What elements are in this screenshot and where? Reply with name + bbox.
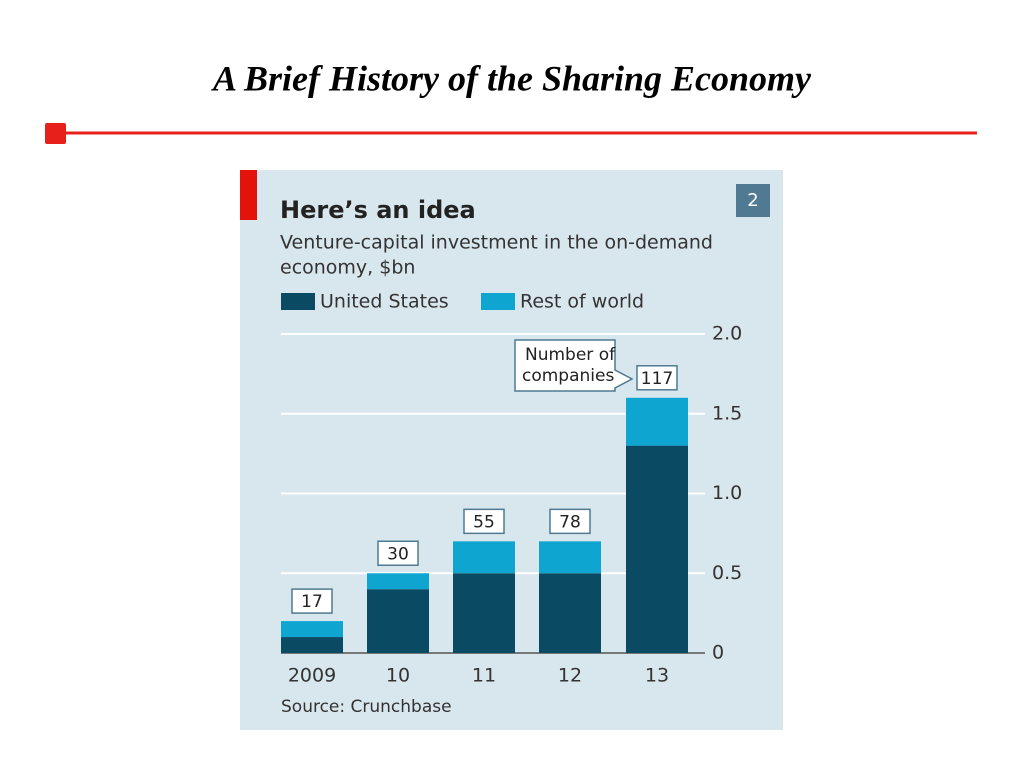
badge-text: 2 [747,190,758,211]
x-tick-label: 2009 [288,665,336,687]
annotation-box [514,339,634,392]
count-box [377,540,419,566]
badge [736,184,770,217]
count-box [636,365,678,391]
count-label: 17 [301,592,323,612]
y-tick-label: 1.0 [712,482,742,504]
count-box [291,588,333,614]
title-marker [45,123,66,144]
source: Source: Crunchbase [281,697,452,717]
y-tick-label: 1.5 [712,402,742,424]
count-label: 117 [641,369,673,389]
bar-segment [281,637,343,653]
bar-segment [539,573,601,653]
annotation-text: companies [522,366,614,386]
x-tick-label: 12 [558,665,582,687]
chart-title: Here’s an idea [280,196,476,224]
bar-segment [281,621,343,638]
bar-segment [626,397,688,446]
bar-segment [453,573,515,653]
bar-segment [367,589,429,653]
slide-title: A Brief History of the Sharing Economy [211,58,812,98]
count-box [463,508,505,535]
red-tab [240,170,257,220]
y-tick-label: 0 [712,642,724,664]
bar-segment [539,541,601,574]
x-tick-label: 10 [386,665,410,687]
legend-label: Rest of world [520,291,644,313]
x-tick-label: 11 [472,665,496,687]
y-tick-label: 2.0 [712,323,742,345]
legend-swatch [281,293,315,310]
chart-subtitle: Venture-capital investment in the on-dem… [280,232,713,254]
bar-segment [367,573,429,590]
legend-label: United States [320,291,449,313]
legend-swatch [481,293,515,310]
annotation-text: Number of [525,345,616,365]
bar-segment [453,541,515,574]
count-label: 30 [387,544,409,564]
y-tick-label: 0.5 [712,562,742,584]
chart-subtitle: economy, $bn [280,257,415,279]
x-tick-label: 13 [645,665,669,687]
count-label: 78 [559,512,581,532]
count-label: 55 [473,512,495,532]
count-box [549,508,591,535]
bar-segment [626,445,688,653]
